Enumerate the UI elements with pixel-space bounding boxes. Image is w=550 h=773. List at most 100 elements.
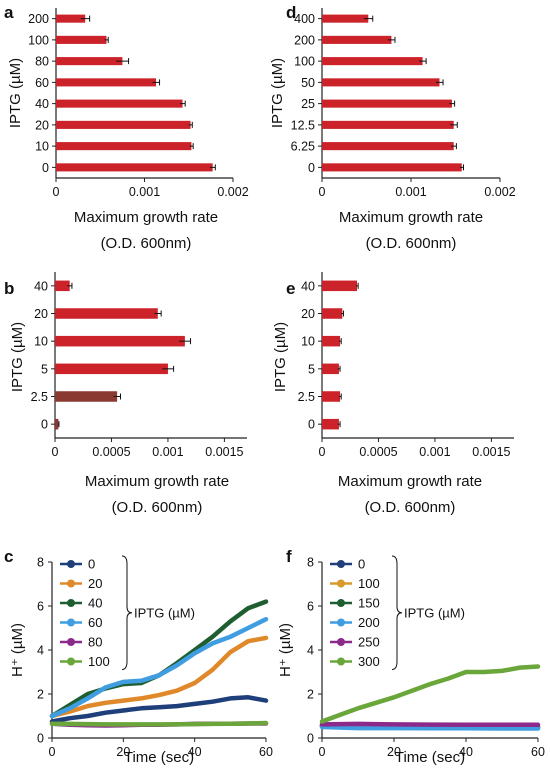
y-tick-label-25: 25 xyxy=(301,97,315,111)
bar-10 xyxy=(56,142,192,151)
legend-marker-80 xyxy=(67,638,75,646)
panel-letter-f: f xyxy=(286,547,292,566)
x-tick-label: 60 xyxy=(531,745,545,759)
x-tick-label: 0.002 xyxy=(217,185,248,199)
legend-label-300: 300 xyxy=(358,654,380,669)
y-tick-label-10: 10 xyxy=(301,335,315,349)
series-line-100 xyxy=(49,720,269,727)
y-axis-title: H⁺ (µM) xyxy=(277,623,294,677)
y-tick-label-6.25: 6.25 xyxy=(291,140,315,154)
y-tick-label-40: 40 xyxy=(34,279,48,293)
legend-marker-60 xyxy=(67,618,75,627)
bar-40 xyxy=(322,280,358,292)
bar-0 xyxy=(56,163,213,172)
x-tick-label: 0.001 xyxy=(419,445,450,459)
bar-20 xyxy=(322,308,343,319)
series-line-300 xyxy=(319,664,541,724)
bar-0 xyxy=(322,418,339,430)
y-axis-title: IPTG (µM) xyxy=(269,58,286,128)
bar-200 xyxy=(56,14,86,23)
x-tick-label: 0 xyxy=(319,445,326,459)
x-tick-label: 0.001 xyxy=(395,185,426,199)
bar-12.5 xyxy=(322,120,454,129)
bar-6.25 xyxy=(322,142,454,151)
x-axis-title: Time (sec) xyxy=(124,749,194,766)
legend-marker-200 xyxy=(337,618,345,627)
y-tick-label: 6 xyxy=(37,600,44,614)
legend-marker-250 xyxy=(337,638,345,646)
x-axis-title: Maximum growth rate xyxy=(339,209,483,226)
x-tick-label: 0 xyxy=(319,745,326,759)
y-axis-title: IPTG (µM) xyxy=(7,58,24,128)
legend-label-20: 20 xyxy=(88,576,102,591)
y-tick-label-20: 20 xyxy=(301,307,315,321)
panel-d: d 0 6.25 12.5 25 50 100 200 400 0 0.001 0.002Maximu… xyxy=(269,3,516,252)
y-tick-label-0: 0 xyxy=(308,161,315,175)
y-tick-label-2.5: 2.5 xyxy=(298,390,315,404)
x-tick-label: 0 xyxy=(49,745,56,759)
y-tick-label-2.5: 2.5 xyxy=(31,390,48,404)
bar-10 xyxy=(55,335,185,347)
legend-marker-150 xyxy=(337,599,345,607)
panel-letter-a: a xyxy=(4,3,14,22)
bar-2.5 xyxy=(322,391,341,402)
y-tick-label: 2 xyxy=(307,688,314,702)
x-tick-label: 0.0005 xyxy=(92,445,130,459)
legend-marker-300 xyxy=(337,657,345,666)
y-tick-label-40: 40 xyxy=(301,279,315,293)
y-tick-label-60: 60 xyxy=(35,76,49,90)
bar-80 xyxy=(56,57,123,66)
legend-label-100: 100 xyxy=(88,654,110,669)
y-tick-label: 8 xyxy=(307,556,314,570)
panel-letter-d: d xyxy=(286,3,296,22)
legend-label-250: 250 xyxy=(358,635,380,650)
panel-e: e 0 2.5 5 10 20 40 0 0.0005 0.001 0.0015 Maximum gr… xyxy=(272,272,514,516)
y-tick-label: 0 xyxy=(307,732,314,746)
legend-marker-40 xyxy=(67,599,75,607)
y-tick-label-5: 5 xyxy=(308,362,315,376)
bar-10 xyxy=(322,335,341,347)
bar-40 xyxy=(56,99,183,108)
x-axis-title: Maximum growth rate xyxy=(85,473,229,490)
y-axis-title: IPTG (µM) xyxy=(9,322,26,392)
panel-b: b 0 2.5 5 10 20 40 0 0.0005 0.001 0.0015 Maximum gr… xyxy=(4,272,247,516)
y-tick-label-80: 80 xyxy=(35,55,49,69)
series-line-0 xyxy=(49,695,269,724)
legend-marker-100 xyxy=(337,579,345,588)
x-tick-label: 0.001 xyxy=(152,445,183,459)
bar-5 xyxy=(55,363,168,375)
legend-label-60: 60 xyxy=(88,615,102,630)
bar-50 xyxy=(322,78,440,87)
legend-label-80: 80 xyxy=(88,635,102,650)
y-tick-label: 0 xyxy=(37,732,44,746)
y-tick-label: 2 xyxy=(37,688,44,702)
x-tick-label: 20 xyxy=(387,745,401,759)
bar-0 xyxy=(55,418,59,430)
x-tick-label: 40 xyxy=(188,745,202,759)
panel-f: f 0 2 4 6 8 0 20 40 60 0 100 150 200 250 300 IPTG (µM) Ti… xyxy=(277,547,545,766)
x-axis-title: Time (sec) xyxy=(395,749,465,766)
y-tick-label-200: 200 xyxy=(28,12,49,26)
y-tick-label: 4 xyxy=(307,644,314,658)
y-tick-label-5: 5 xyxy=(41,362,48,376)
legend-label-150: 150 xyxy=(358,596,380,611)
bar-400 xyxy=(322,14,369,23)
x-axis-title-units: (O.D. 600nm) xyxy=(366,235,457,252)
legend-title: IPTG (µM) xyxy=(134,605,195,620)
y-axis-title: H⁺ (µM) xyxy=(9,623,26,677)
bar-200 xyxy=(322,35,392,44)
legend-marker-0 xyxy=(337,560,345,568)
y-tick-label-100: 100 xyxy=(28,33,49,47)
y-tick-label-10: 10 xyxy=(34,335,48,349)
bar-5 xyxy=(322,363,339,375)
bar-60 xyxy=(56,78,157,87)
legend-label-200: 200 xyxy=(358,615,380,630)
legend-label-0: 0 xyxy=(358,557,365,572)
y-tick-label-40: 40 xyxy=(35,97,49,111)
y-tick-label: 8 xyxy=(37,556,44,570)
y-tick-label-0: 0 xyxy=(42,161,49,175)
legend-brace xyxy=(391,555,403,670)
y-tick-label-20: 20 xyxy=(34,307,48,321)
series-line-200 xyxy=(319,724,541,731)
